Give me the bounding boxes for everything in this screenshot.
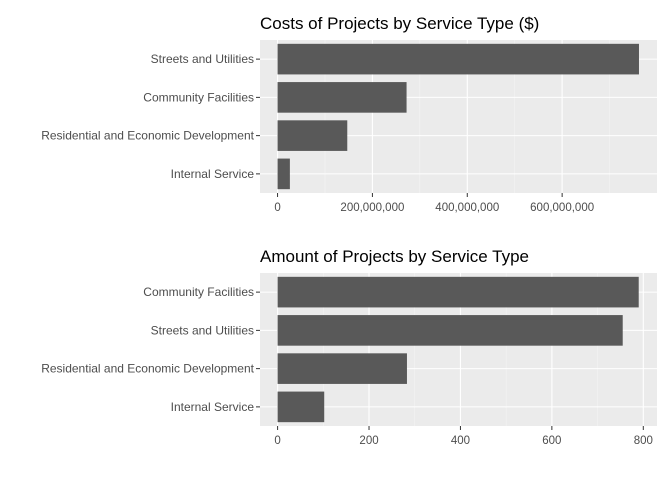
costs-x-tick-label: 400,000,000: [435, 202, 499, 214]
costs-category-label: Community Facilities: [143, 90, 254, 104]
costs-bar: [277, 120, 348, 151]
costs-category-label: Streets and Utilities: [151, 52, 254, 66]
amount-x-tick-label: 200: [359, 435, 378, 447]
costs-bar: [277, 43, 639, 75]
costs-x-tick-label: 600,000,000: [530, 202, 594, 214]
amount-chart: Internal Service Residential and Economic…: [41, 247, 657, 447]
costs-x-tick-label: 200,000,000: [340, 202, 404, 214]
costs-chart: Internal Service Residential and Economic…: [41, 14, 657, 214]
amount-category-label: Streets and Utilities: [151, 323, 254, 337]
amount-bar: [277, 391, 325, 423]
amount-bar: [277, 315, 623, 346]
amount-x-tick-label: 0: [274, 435, 280, 447]
costs-chart-title: Costs of Projects by Service Type ($): [260, 14, 539, 33]
costs-category-label: Internal Service: [171, 167, 255, 181]
costs-bar: [277, 158, 290, 190]
amount-x-tick-label: 600: [542, 435, 561, 447]
amount-bar: [277, 276, 639, 308]
amount-category-label: Internal Service: [171, 400, 255, 414]
amount-x-tick-label: 800: [634, 435, 653, 447]
amount-bar: [277, 353, 407, 384]
amount-category-label: Residential and Economic Development: [41, 362, 254, 376]
costs-category-label: Residential and Economic Development: [41, 129, 254, 143]
amount-chart-title: Amount of Projects by Service Type: [260, 247, 529, 266]
amount-x-tick-label: 400: [451, 435, 470, 447]
amount-category-label: Community Facilities: [143, 285, 254, 299]
costs-bar: [277, 82, 407, 113]
costs-x-tick-label: 0: [274, 202, 280, 214]
